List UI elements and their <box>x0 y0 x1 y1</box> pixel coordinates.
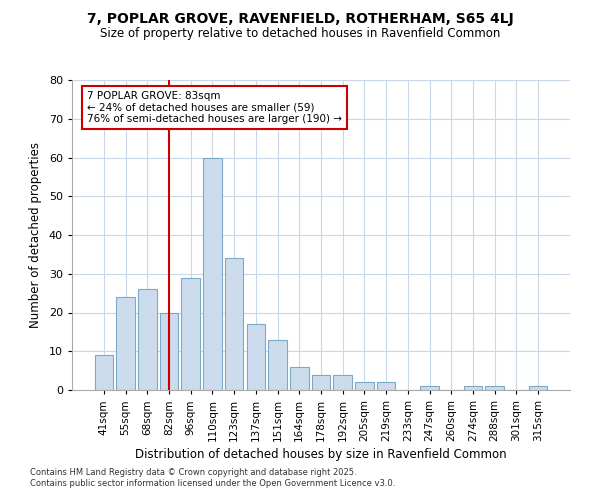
Y-axis label: Number of detached properties: Number of detached properties <box>29 142 42 328</box>
Bar <box>529 386 547 390</box>
Bar <box>160 312 178 390</box>
Text: Size of property relative to detached houses in Ravenfield Common: Size of property relative to detached ho… <box>100 28 500 40</box>
Bar <box>203 158 221 390</box>
Bar <box>138 289 157 390</box>
Bar <box>355 382 374 390</box>
Text: 7 POPLAR GROVE: 83sqm
← 24% of detached houses are smaller (59)
76% of semi-deta: 7 POPLAR GROVE: 83sqm ← 24% of detached … <box>87 91 342 124</box>
Bar <box>485 386 504 390</box>
Bar <box>181 278 200 390</box>
Text: 7, POPLAR GROVE, RAVENFIELD, ROTHERHAM, S65 4LJ: 7, POPLAR GROVE, RAVENFIELD, ROTHERHAM, … <box>86 12 514 26</box>
Bar <box>116 297 135 390</box>
Bar <box>377 382 395 390</box>
Bar <box>95 355 113 390</box>
Bar <box>334 374 352 390</box>
Bar <box>247 324 265 390</box>
Bar <box>421 386 439 390</box>
X-axis label: Distribution of detached houses by size in Ravenfield Common: Distribution of detached houses by size … <box>135 448 507 461</box>
Bar <box>268 340 287 390</box>
Bar <box>464 386 482 390</box>
Bar <box>290 367 308 390</box>
Bar <box>225 258 244 390</box>
Bar <box>312 374 330 390</box>
Text: Contains HM Land Registry data © Crown copyright and database right 2025.
Contai: Contains HM Land Registry data © Crown c… <box>30 468 395 487</box>
